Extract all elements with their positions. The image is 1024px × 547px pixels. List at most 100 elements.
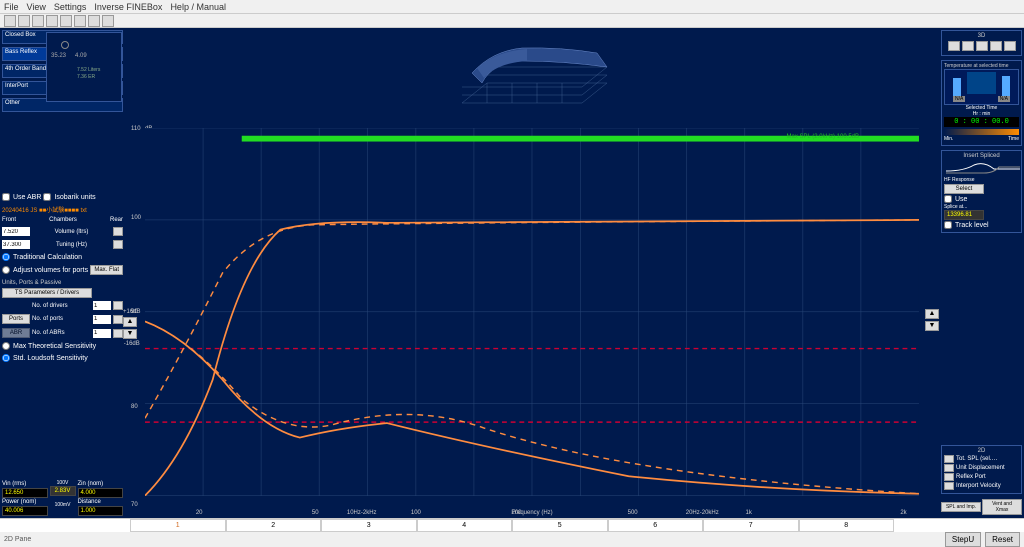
dist-value: 1.000 bbox=[78, 506, 124, 516]
tool-paste-icon[interactable] bbox=[88, 15, 100, 27]
tab-7[interactable]: 7 bbox=[703, 519, 799, 532]
use-check[interactable]: Use bbox=[944, 195, 1019, 203]
leg-reflex[interactable]: Reflex Port bbox=[944, 473, 1019, 481]
xtick-50: 50 bbox=[312, 510, 319, 516]
ports-input[interactable] bbox=[93, 315, 111, 324]
use-abr-check[interactable]: Use ABR bbox=[2, 193, 41, 201]
box-schematic: 35.23 4.09 7.52 Liters 7.36 ER bbox=[46, 32, 122, 102]
tool-print-icon[interactable] bbox=[46, 15, 58, 27]
surface-plot bbox=[125, 28, 939, 128]
chambers-front-label: Front bbox=[2, 217, 16, 223]
tab-2[interactable]: 2 bbox=[226, 519, 322, 532]
ytick-110: 110 bbox=[131, 126, 141, 132]
menu-inverse[interactable]: Inverse FINEBox bbox=[94, 2, 162, 12]
power-label: Power (nom) bbox=[2, 499, 36, 505]
plus16-label: +16dB bbox=[123, 309, 141, 315]
abr-btn[interactable]: ABR bbox=[2, 328, 30, 338]
x-axis-label: Frequency (Hz) bbox=[511, 510, 552, 516]
temp-na1: N/A bbox=[953, 96, 965, 102]
tab-3[interactable]: 3 bbox=[321, 519, 417, 532]
abrs-spin[interactable] bbox=[113, 329, 123, 338]
tool-save-icon[interactable] bbox=[32, 15, 44, 27]
3d-ico-5[interactable] bbox=[1004, 41, 1016, 51]
3d-ico-2[interactable] bbox=[962, 41, 974, 51]
stepup-btn[interactable]: StepU bbox=[945, 532, 981, 547]
tool-open-icon[interactable] bbox=[18, 15, 30, 27]
volume-label: Volume (ltrs) bbox=[32, 229, 111, 235]
std-loud-check[interactable]: Std. Loudsoft Sensitivity bbox=[2, 354, 123, 362]
hf-label: HF Response bbox=[944, 177, 1019, 183]
tab-1[interactable]: 1 bbox=[130, 519, 226, 532]
menu-settings[interactable]: Settings bbox=[54, 2, 87, 12]
bottom-tabs: 1 2 3 4 5 6 7 8 bbox=[0, 518, 1024, 532]
power-value: 40.006 bbox=[2, 506, 48, 516]
xtick-100: 100 bbox=[411, 510, 421, 516]
splice-icon bbox=[944, 159, 1022, 175]
abrs-label: No. of ABRs bbox=[32, 330, 91, 336]
max-spl-label: Max SPL (2.0kHz) 100.5dB bbox=[787, 134, 859, 140]
zin-value: 4.000 bbox=[78, 488, 124, 498]
minus16-label: -16dB bbox=[123, 341, 141, 347]
tool-new-icon[interactable] bbox=[4, 15, 16, 27]
ports-spin[interactable] bbox=[113, 315, 123, 324]
time-slider[interactable] bbox=[944, 129, 1019, 135]
trad-calc-check[interactable]: Traditional Calculation bbox=[2, 253, 123, 261]
max-flat-btn[interactable]: Max. Flat bbox=[90, 265, 123, 275]
xtick-20: 20 bbox=[196, 510, 203, 516]
adj-vol-check[interactable]: Adjust volumes for ports bbox=[2, 266, 88, 274]
tool-cut-icon[interactable] bbox=[74, 15, 86, 27]
volume-rear-spin[interactable] bbox=[113, 227, 123, 236]
temp-diagram: N/A N/A bbox=[944, 69, 1019, 105]
xtick-1k: 1k bbox=[746, 510, 752, 516]
ytick-70: 70 bbox=[131, 502, 138, 508]
track-check[interactable]: Track level bbox=[944, 221, 1019, 229]
menu-view[interactable]: View bbox=[27, 2, 46, 12]
schematic-val1: 35.23 bbox=[51, 53, 66, 59]
spl-imp-btn[interactable]: SPL and Imp. bbox=[941, 502, 981, 512]
menu-help[interactable]: Help / Manual bbox=[170, 2, 226, 12]
leg-interport[interactable]: Interport Velocity bbox=[944, 482, 1019, 490]
3d-ico-4[interactable] bbox=[990, 41, 1002, 51]
reset-btn[interactable]: Reset bbox=[985, 532, 1020, 547]
isobarik-check[interactable]: Isobarik units bbox=[43, 193, 95, 201]
menu-file[interactable]: File bbox=[4, 2, 19, 12]
ts-params-btn[interactable]: TS Parameters / Drivers bbox=[2, 288, 92, 298]
3d-ico-3[interactable] bbox=[976, 41, 988, 51]
leg-unit[interactable]: Unit Displacement bbox=[944, 464, 1019, 472]
tuning-rear-spin[interactable] bbox=[113, 240, 123, 249]
vent-xmax-btn[interactable]: Vent and Xmax bbox=[982, 499, 1022, 515]
dist-label: Distance bbox=[78, 499, 101, 505]
ytick-80: 80 bbox=[131, 404, 138, 410]
tool-undo-icon[interactable] bbox=[102, 15, 114, 27]
tuning-front[interactable] bbox=[2, 240, 30, 249]
left-panel: Closed Box Bass Reflex 4th Order Bandpas… bbox=[0, 28, 125, 518]
drivers-input[interactable] bbox=[93, 301, 111, 310]
db-down-btn[interactable]: ▼ bbox=[123, 329, 137, 339]
time-display: 0 : 00 : 00.0 bbox=[944, 117, 1019, 127]
tool-copy-icon[interactable] bbox=[60, 15, 72, 27]
tab-8[interactable]: 8 bbox=[799, 519, 895, 532]
schematic-line1: 7.52 Liters bbox=[77, 67, 100, 73]
leg-tot[interactable]: Tot. SPL (sel.… bbox=[944, 455, 1019, 463]
mv100-label: 100mV bbox=[50, 502, 76, 508]
max-theo-check[interactable]: Max Theoretical Sensitivity bbox=[2, 342, 123, 350]
v283-value: 2.83V bbox=[50, 486, 76, 496]
3d-ico-1[interactable] bbox=[948, 41, 960, 51]
tab-6[interactable]: 6 bbox=[608, 519, 704, 532]
chambers-title: Chambers bbox=[49, 217, 77, 223]
right-down-btn[interactable]: ▼ bbox=[925, 321, 939, 331]
right-up-btn[interactable]: ▲ bbox=[925, 309, 939, 319]
ports-btn[interactable]: Ports bbox=[2, 314, 30, 324]
tuning-label: Tuning (Hz) bbox=[32, 242, 111, 248]
chambers-rear-label: Rear bbox=[110, 217, 123, 223]
abrs-input[interactable] bbox=[93, 329, 111, 338]
tab-4[interactable]: 4 bbox=[417, 519, 513, 532]
volume-front[interactable] bbox=[2, 227, 30, 236]
tab-5[interactable]: 5 bbox=[512, 519, 608, 532]
ports-label: No. of ports bbox=[32, 316, 91, 322]
db-up-btn[interactable]: ▲ bbox=[123, 317, 137, 327]
drivers-spin[interactable] bbox=[113, 301, 123, 310]
3d-title: 3D bbox=[944, 33, 1019, 39]
2d-title: 2D bbox=[944, 448, 1019, 454]
select-btn[interactable]: Select bbox=[944, 184, 984, 194]
